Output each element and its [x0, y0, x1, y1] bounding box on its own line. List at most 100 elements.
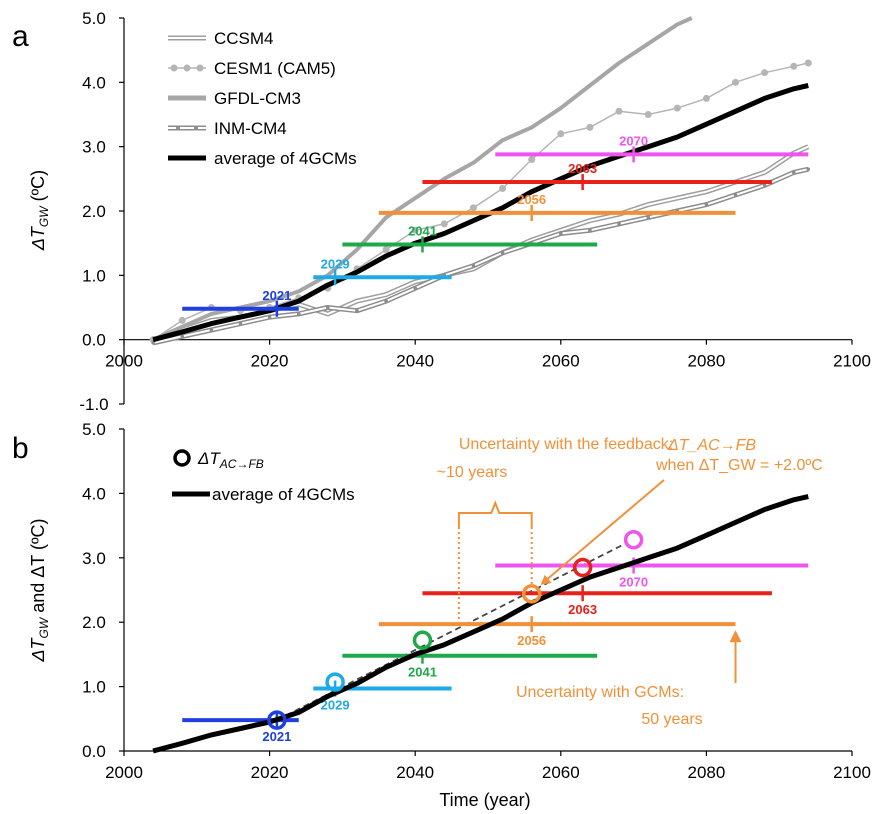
series-point [673, 104, 681, 112]
y-tick-label: 5.0 [82, 9, 106, 28]
feedback-circle-2021 [267, 710, 287, 730]
x-tick-label: 2100 [833, 352, 871, 371]
panel-a: -1.0 0.0 1.0 2.0 3.0 4.0 5.0 2000 2020 2040 2060 20… [79, 9, 871, 414]
series-point [557, 130, 565, 138]
series-point [326, 305, 330, 310]
annot-gcms-title: Uncertainty with GCMs: [516, 684, 684, 701]
y-tick-label: 0.0 [82, 742, 106, 761]
x-tick-label: 2080 [687, 763, 725, 782]
bar-year-label-2063: 2063 [568, 161, 597, 176]
series-point [790, 62, 798, 70]
bar-year-label-2029: 2029 [321, 256, 350, 271]
y-title-b-subscript: GW [37, 616, 51, 638]
series-point [646, 215, 650, 220]
legend-circle-symbol: ΔT [197, 449, 221, 468]
bar-year-label-2063: 2063 [568, 602, 597, 617]
series-line-gfdl-cm3 [152, 16, 693, 342]
series-point [384, 299, 388, 303]
x-tick-label: 2060 [542, 352, 580, 371]
series-point [267, 315, 272, 319]
feedback-circle-2063 [572, 557, 593, 578]
series-point [500, 251, 505, 255]
x-tick-label: 2020 [251, 763, 289, 782]
bar-year-label-2021: 2021 [262, 288, 291, 303]
annot-when: when ΔT_GW = +2.0ºC [655, 457, 823, 474]
series-point [559, 231, 563, 236]
legend-avg-label: average of 4GCMs [212, 485, 355, 504]
series-point [644, 111, 652, 118]
feedback-circle-2056 [521, 584, 542, 604]
x-tick-label: 2020 [251, 352, 289, 371]
legend-label: INM-CM4 [214, 119, 287, 138]
feedback-circle-2029 [325, 672, 345, 692]
series-point [588, 228, 592, 233]
series-point [355, 308, 359, 313]
y-tick-label: 5.0 [82, 420, 106, 439]
y-title-a-subscript: GW [37, 205, 51, 227]
y-title-a-symbol: ΔT [28, 225, 48, 251]
bar-year-label-2056: 2056 [517, 633, 546, 648]
x-tick-label: 2000 [105, 763, 143, 782]
panel-a-letter: a [12, 20, 29, 53]
legend-circle-subscript: AC→FB [219, 457, 264, 471]
legend-marker [176, 126, 180, 130]
bar-year-label-2029: 2029 [321, 698, 350, 713]
legend-marker [196, 64, 204, 72]
legend-b: ΔTAC→FB average of 4GCMs [172, 449, 355, 504]
legend-a: CCSM4 CESM1 (CAM5) GFDL-CM3 INM-CM4 average … [168, 29, 357, 168]
y-tick-label: -1.0 [79, 395, 108, 414]
x-tick-label: 2040 [396, 763, 434, 782]
legend-label: CESM1 (CAM5) [214, 59, 336, 78]
panel-b: 0.0 1.0 2.0 3.0 4.0 5.0 2000 2020 2040 2060 2080 21… [82, 420, 871, 782]
series-point [528, 156, 536, 164]
series-point [733, 193, 738, 197]
series-point [238, 321, 243, 326]
series-point [732, 78, 740, 86]
series-point [791, 170, 796, 175]
panel-b-letter: b [12, 432, 29, 465]
feedback-bracket [457, 500, 533, 527]
series-point [180, 334, 185, 339]
y-tick-label: 1.0 [82, 678, 106, 697]
series-line-average-of-4gcms [152, 494, 809, 754]
series-point [804, 59, 812, 67]
legend-label: GFDL-CM3 [214, 89, 301, 108]
series-point [762, 183, 767, 188]
feedback-circle-2041 [412, 630, 433, 650]
series-point [617, 222, 621, 226]
panel-a-y-axis-title: ΔTGW (ºC) [28, 170, 51, 251]
series-point [615, 107, 623, 115]
series-point [440, 220, 448, 228]
series-point [499, 184, 507, 192]
legend-marker [194, 126, 198, 130]
series-point [702, 94, 710, 102]
series-point [761, 69, 769, 77]
legend-circle-label: ΔTAC→FB [197, 449, 264, 471]
y-title-b-symbol: ΔT [28, 636, 48, 662]
series-point [382, 246, 390, 254]
x-axis-title: Time (year) [439, 790, 530, 810]
annot-feedback-title: Uncertainty with the feedback: [459, 436, 673, 453]
y-tick-label: 4.0 [82, 484, 106, 503]
annot-feedback-years: ~10 years [437, 464, 508, 481]
y-tick-label: 1.0 [82, 266, 106, 285]
feedback-circle-2070 [623, 530, 644, 550]
annot-arrow-line [541, 479, 665, 585]
y-tick-label: 4.0 [82, 73, 106, 92]
bar-year-label-2021: 2021 [262, 729, 291, 744]
series-point [413, 286, 418, 291]
y-tick-label: 3.0 [82, 138, 106, 157]
bar-year-label-2070: 2070 [619, 575, 648, 590]
bar-year-label-2041: 2041 [408, 223, 437, 238]
gcm-arrow-head [729, 630, 742, 643]
x-tick-label: 2040 [396, 352, 434, 371]
series-line-inm-cm4-inner [152, 168, 809, 344]
x-tick-label: 2080 [687, 352, 725, 371]
y-tick-label: 3.0 [82, 549, 106, 568]
legend-circle-marker [173, 449, 191, 467]
series-point [471, 263, 476, 268]
panel-b-y-axis-title: ΔTGW and ΔT (ºC) [28, 518, 51, 662]
series-point [469, 204, 477, 212]
series-point [178, 316, 186, 324]
